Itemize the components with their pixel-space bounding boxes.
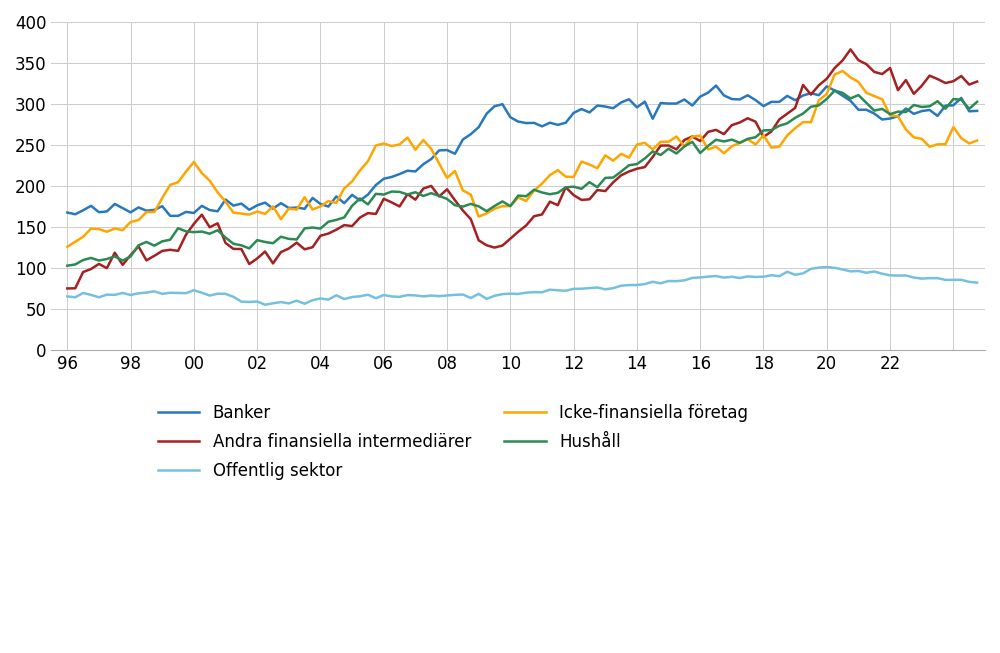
Andra finansiella intermediärer (797, 81, 809, 89)
Banker (971, 107, 983, 115)
Hushåll (797, 110, 809, 118)
Banker (678, 95, 690, 103)
Offentlig sektor (259, 301, 271, 309)
Andra finansiella intermediärer (971, 78, 983, 86)
Hushåll (829, 87, 841, 95)
Offentlig sektor (805, 265, 817, 273)
Offentlig sektor (821, 263, 833, 271)
Icke-finansiella företag (837, 67, 849, 75)
Line: Andra finansiella intermediärer: Andra finansiella intermediärer (67, 50, 977, 289)
Banker (837, 92, 849, 100)
Offentlig sektor (378, 291, 390, 299)
Banker (172, 212, 184, 220)
Offentlig sektor (623, 281, 635, 289)
Offentlig sektor (837, 266, 849, 274)
Hushåll (615, 168, 627, 176)
Banker (623, 95, 635, 103)
Icke-finansiella företag (61, 243, 73, 251)
Andra finansiella intermediärer (670, 146, 682, 153)
Banker (916, 107, 928, 115)
Andra finansiella intermediärer (821, 75, 833, 83)
Icke-finansiella företag (971, 136, 983, 144)
Icke-finansiella företag (370, 142, 382, 150)
Icke-finansiella företag (821, 90, 833, 98)
Andra finansiella intermediärer (845, 46, 857, 54)
Offentlig sektor (61, 293, 73, 300)
Hushåll (61, 262, 73, 270)
Hushåll (670, 150, 682, 157)
Andra finansiella intermediärer (615, 172, 627, 180)
Icke-finansiella företag (670, 133, 682, 140)
Banker (710, 82, 722, 89)
Hushåll (908, 101, 920, 109)
Icke-finansiella företag (908, 133, 920, 141)
Andra finansiella intermediärer (61, 285, 73, 293)
Line: Icke-finansiella företag: Icke-finansiella företag (67, 71, 977, 247)
Banker (61, 208, 73, 216)
Legend: Banker, Andra finansiella intermediärer, Offentlig sektor, Icke-finansiella före: Banker, Andra finansiella intermediärer,… (151, 398, 755, 486)
Offentlig sektor (916, 275, 928, 283)
Hushåll (370, 190, 382, 198)
Line: Offentlig sektor: Offentlig sektor (67, 267, 977, 305)
Offentlig sektor (678, 276, 690, 284)
Banker (378, 175, 390, 183)
Hushåll (971, 98, 983, 106)
Line: Hushåll: Hushåll (67, 91, 977, 266)
Hushåll (821, 95, 833, 103)
Offentlig sektor (971, 279, 983, 287)
Andra finansiella intermediärer (370, 210, 382, 218)
Icke-finansiella företag (615, 150, 627, 158)
Andra finansiella intermediärer (908, 90, 920, 98)
Banker (813, 91, 825, 99)
Line: Banker: Banker (67, 86, 977, 216)
Icke-finansiella företag (797, 118, 809, 126)
